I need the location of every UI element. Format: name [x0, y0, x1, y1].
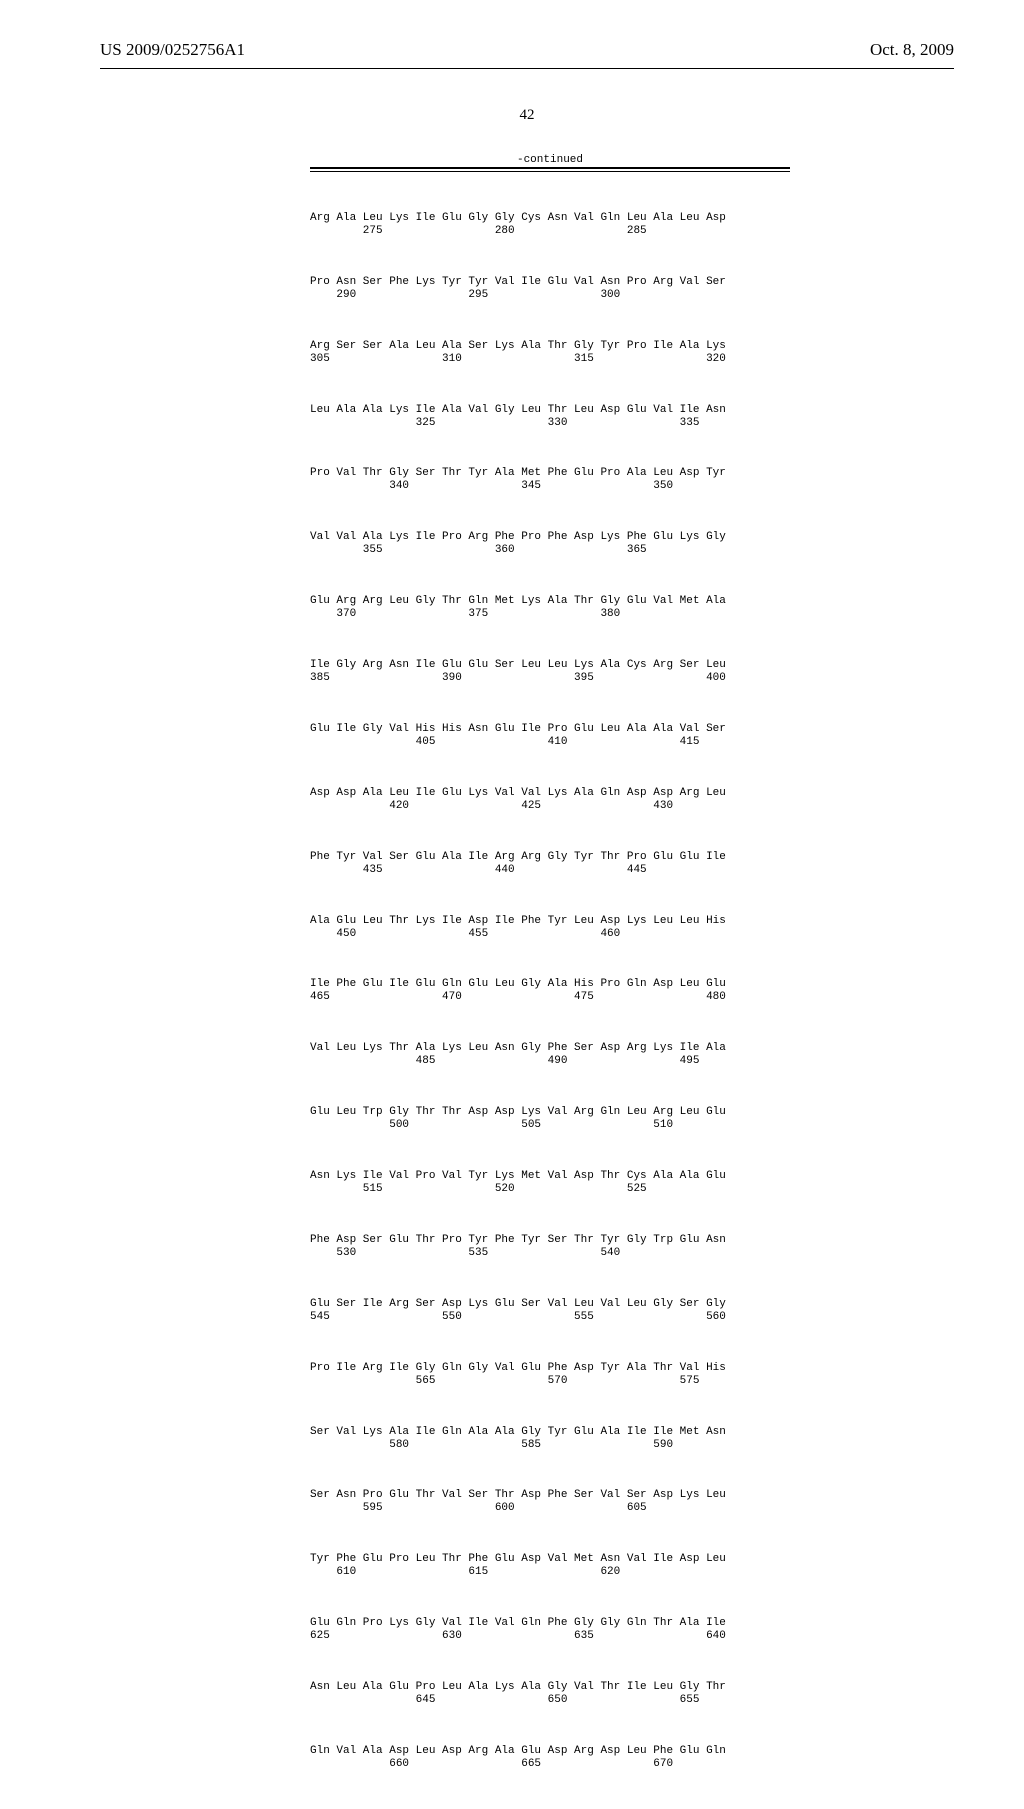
aa-line: Glu Ile Gly Val His His Asn Glu Ile Pro … — [310, 723, 954, 736]
sequence-row: Asp Asp Ala Leu Ile Glu Lys Val Val Lys … — [310, 787, 954, 813]
sequence-row: Pro Ile Arg Ile Gly Gln Gly Val Glu Phe … — [310, 1362, 954, 1388]
num-line: 645 650 655 — [310, 1694, 954, 1707]
page-number: 42 — [100, 107, 954, 124]
num-line: 370 375 380 — [310, 608, 954, 621]
aa-line: Tyr Phe Glu Pro Leu Thr Phe Glu Asp Val … — [310, 1553, 954, 1566]
aa-line: Ile Gly Arg Asn Ile Glu Glu Ser Leu Leu … — [310, 659, 954, 672]
page-container: US 2009/0252756A1 Oct. 8, 2009 42 -conti… — [0, 0, 1024, 1320]
sequence-listing: Arg Ala Leu Lys Ile Glu Gly Gly Cys Asn … — [310, 186, 954, 1809]
num-line: 530 535 540 — [310, 1247, 954, 1260]
num-line: 515 520 525 — [310, 1183, 954, 1196]
aa-line: Pro Asn Ser Phe Lys Tyr Tyr Val Ile Glu … — [310, 276, 954, 289]
num-line: 660 665 670 — [310, 1758, 954, 1771]
aa-line: Ile Phe Glu Ile Glu Gln Glu Leu Gly Ala … — [310, 978, 954, 991]
num-line: 325 330 335 — [310, 417, 954, 430]
sequence-row: Glu Gln Pro Lys Gly Val Ile Val Gln Phe … — [310, 1617, 954, 1643]
aa-line: Ser Asn Pro Glu Thr Val Ser Thr Asp Phe … — [310, 1489, 954, 1502]
aa-line: Glu Ser Ile Arg Ser Asp Lys Glu Ser Val … — [310, 1298, 954, 1311]
aa-line: Glu Gln Pro Lys Gly Val Ile Val Gln Phe … — [310, 1617, 954, 1630]
num-line: 340 345 350 — [310, 480, 954, 493]
sequence-row: Ile Phe Glu Ile Glu Gln Glu Leu Gly Ala … — [310, 978, 954, 1004]
num-line: 355 360 365 — [310, 544, 954, 557]
num-line: 435 440 445 — [310, 864, 954, 877]
sequence-row: Arg Ala Leu Lys Ile Glu Gly Gly Cys Asn … — [310, 212, 954, 238]
sequence-rule-bottom — [310, 171, 790, 172]
num-line: 290 295 300 — [310, 289, 954, 302]
sequence-row: Asn Leu Ala Glu Pro Leu Ala Lys Ala Gly … — [310, 1681, 954, 1707]
num-line: 420 425 430 — [310, 800, 954, 813]
header-rule — [100, 68, 954, 69]
num-line: 610 615 620 — [310, 1566, 954, 1579]
sequence-row: Leu Ala Ala Lys Ile Ala Val Gly Leu Thr … — [310, 404, 954, 430]
num-line: 450 455 460 — [310, 928, 954, 941]
aa-line: Asn Leu Ala Glu Pro Leu Ala Lys Ala Gly … — [310, 1681, 954, 1694]
sequence-row: Gln Val Ala Asp Leu Asp Arg Ala Glu Asp … — [310, 1745, 954, 1771]
sequence-row: Glu Leu Trp Gly Thr Thr Asp Asp Lys Val … — [310, 1106, 954, 1132]
sequence-row: Phe Tyr Val Ser Glu Ala Ile Arg Arg Gly … — [310, 851, 954, 877]
sequence-row: Val Val Ala Lys Ile Pro Arg Phe Pro Phe … — [310, 531, 954, 557]
num-line: 625 630 635 640 — [310, 1630, 954, 1643]
num-line: 385 390 395 400 — [310, 672, 954, 685]
aa-line: Phe Tyr Val Ser Glu Ala Ile Arg Arg Gly … — [310, 851, 954, 864]
aa-line: Asn Lys Ile Val Pro Val Tyr Lys Met Val … — [310, 1170, 954, 1183]
aa-line: Asp Asp Ala Leu Ile Glu Lys Val Val Lys … — [310, 787, 954, 800]
num-line: 500 505 510 — [310, 1119, 954, 1132]
aa-line: Ser Val Lys Ala Ile Gln Ala Ala Gly Tyr … — [310, 1426, 954, 1439]
aa-line: Glu Leu Trp Gly Thr Thr Asp Asp Lys Val … — [310, 1106, 954, 1119]
aa-line: Ala Glu Leu Thr Lys Ile Asp Ile Phe Tyr … — [310, 915, 954, 928]
num-line: 545 550 555 560 — [310, 1311, 954, 1324]
num-line: 565 570 575 — [310, 1375, 954, 1388]
num-line: 305 310 315 320 — [310, 353, 954, 366]
sequence-row: Val Leu Lys Thr Ala Lys Leu Asn Gly Phe … — [310, 1042, 954, 1068]
publication-number: US 2009/0252756A1 — [100, 40, 245, 60]
aa-line: Arg Ser Ser Ala Leu Ala Ser Lys Ala Thr … — [310, 340, 954, 353]
sequence-row: Glu Ile Gly Val His His Asn Glu Ile Pro … — [310, 723, 954, 749]
sequence-row: Ser Asn Pro Glu Thr Val Ser Thr Asp Phe … — [310, 1489, 954, 1515]
sequence-row: Pro Val Thr Gly Ser Thr Tyr Ala Met Phe … — [310, 467, 954, 493]
aa-line: Val Leu Lys Thr Ala Lys Leu Asn Gly Phe … — [310, 1042, 954, 1055]
aa-line: Pro Val Thr Gly Ser Thr Tyr Ala Met Phe … — [310, 467, 954, 480]
sequence-row: Ala Glu Leu Thr Lys Ile Asp Ile Phe Tyr … — [310, 915, 954, 941]
num-line: 275 280 285 — [310, 225, 954, 238]
sequence-row: Tyr Phe Glu Pro Leu Thr Phe Glu Asp Val … — [310, 1553, 954, 1579]
sequence-row: Ile Gly Arg Asn Ile Glu Glu Ser Leu Leu … — [310, 659, 954, 685]
continued-label: -continued — [310, 154, 790, 166]
num-line: 595 600 605 — [310, 1502, 954, 1515]
num-line: 580 585 590 — [310, 1439, 954, 1452]
sequence-row: Arg Ser Ser Ala Leu Ala Ser Lys Ala Thr … — [310, 340, 954, 366]
page-header: US 2009/0252756A1 Oct. 8, 2009 — [100, 40, 954, 60]
aa-line: Leu Ala Ala Lys Ile Ala Val Gly Leu Thr … — [310, 404, 954, 417]
num-line: 465 470 475 480 — [310, 991, 954, 1004]
sequence-row: Asn Lys Ile Val Pro Val Tyr Lys Met Val … — [310, 1170, 954, 1196]
sequence-rule-top — [310, 167, 790, 169]
aa-line: Phe Asp Ser Glu Thr Pro Tyr Phe Tyr Ser … — [310, 1234, 954, 1247]
sequence-row: Phe Asp Ser Glu Thr Pro Tyr Phe Tyr Ser … — [310, 1234, 954, 1260]
aa-line: Pro Ile Arg Ile Gly Gln Gly Val Glu Phe … — [310, 1362, 954, 1375]
aa-line: Glu Arg Arg Leu Gly Thr Gln Met Lys Ala … — [310, 595, 954, 608]
num-line: 405 410 415 — [310, 736, 954, 749]
aa-line: Gln Val Ala Asp Leu Asp Arg Ala Glu Asp … — [310, 1745, 954, 1758]
num-line: 485 490 495 — [310, 1055, 954, 1068]
publication-date: Oct. 8, 2009 — [870, 40, 954, 60]
sequence-row: Ser Val Lys Ala Ile Gln Ala Ala Gly Tyr … — [310, 1426, 954, 1452]
aa-line: Val Val Ala Lys Ile Pro Arg Phe Pro Phe … — [310, 531, 954, 544]
aa-line: Arg Ala Leu Lys Ile Glu Gly Gly Cys Asn … — [310, 212, 954, 225]
sequence-row: Pro Asn Ser Phe Lys Tyr Tyr Val Ile Glu … — [310, 276, 954, 302]
sequence-row: Glu Arg Arg Leu Gly Thr Gln Met Lys Ala … — [310, 595, 954, 621]
